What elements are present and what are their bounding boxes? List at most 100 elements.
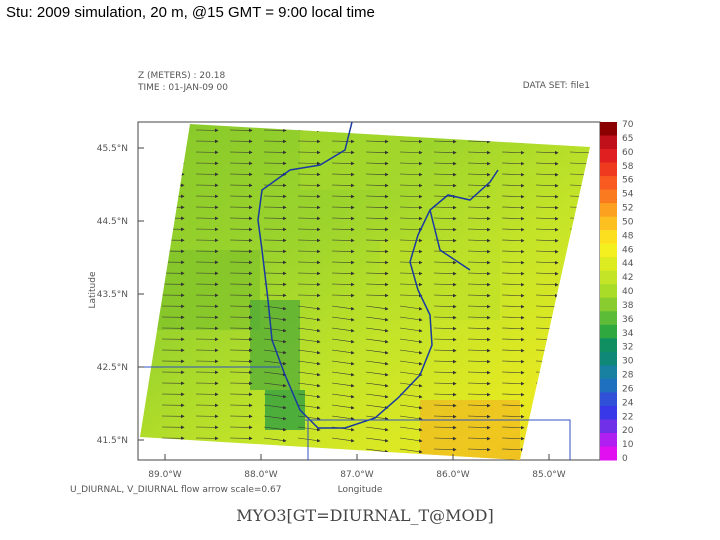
flow-arrow xyxy=(365,128,389,133)
flow-arrow xyxy=(501,205,525,210)
flow-arrow xyxy=(263,426,287,432)
flow-arrow xyxy=(433,271,457,276)
flow-arrow xyxy=(331,161,355,166)
flow-arrow xyxy=(535,425,559,430)
flow-arrow xyxy=(433,348,457,353)
flow-arrow xyxy=(535,128,559,133)
flow-arrow xyxy=(535,293,559,298)
flow-arrow xyxy=(535,161,559,166)
flow-arrow xyxy=(501,139,525,144)
flow-arrow xyxy=(569,304,590,309)
colorbar-label: 36 xyxy=(622,315,634,325)
flow-arrow xyxy=(535,194,559,199)
colorbar-swatch xyxy=(600,419,617,434)
patch xyxy=(300,130,420,190)
flow-arrow xyxy=(535,282,559,287)
flow-arrow xyxy=(399,128,423,133)
flow-arrow xyxy=(569,359,590,364)
flow-arrow xyxy=(365,426,389,432)
flow-arrow xyxy=(263,448,287,454)
flow-arrow xyxy=(399,360,423,366)
flow-arrow xyxy=(365,249,389,254)
flow-arrow xyxy=(569,238,590,243)
colorbar-swatch xyxy=(600,162,617,177)
flow-arrow xyxy=(569,315,590,320)
flow-arrow xyxy=(501,293,525,298)
flow-arrow xyxy=(365,183,389,188)
flow-arrow xyxy=(433,304,457,309)
flow-arrow xyxy=(535,447,559,452)
flow-arrow xyxy=(433,359,457,364)
flow-arrow xyxy=(501,194,525,199)
flow-arrow xyxy=(331,327,355,333)
colorbar-swatch xyxy=(600,446,617,461)
flow-arrow xyxy=(535,238,559,243)
colorbar-label: 46 xyxy=(622,245,634,255)
flow-arrow xyxy=(263,382,287,388)
colorbar-swatch xyxy=(600,405,617,420)
colorbar-label: 48 xyxy=(622,231,634,241)
flow-arrow xyxy=(467,205,491,210)
flow-arrow xyxy=(501,238,525,243)
flow-arrow xyxy=(535,381,559,386)
flow-arrow xyxy=(399,349,423,355)
flow-arrow xyxy=(297,393,321,399)
patch xyxy=(265,390,305,430)
flow-arrow xyxy=(433,315,457,320)
flow-arrow xyxy=(331,282,355,287)
colorbar-label: 24 xyxy=(622,398,634,408)
flow-arrow xyxy=(399,161,423,166)
colorbar-label: 58 xyxy=(622,162,634,172)
flow-arrow xyxy=(433,183,457,188)
flow-arrow xyxy=(433,172,457,177)
patch xyxy=(150,250,260,330)
flow-arrow xyxy=(433,282,457,287)
flow-arrow xyxy=(535,216,559,221)
flow-arrow xyxy=(399,238,423,243)
patch xyxy=(380,240,500,320)
flow-arrow xyxy=(467,436,491,441)
lat-label: 43.5°N xyxy=(97,290,128,300)
flow-arrow xyxy=(467,348,491,353)
flow-arrow xyxy=(501,436,525,441)
flow-arrow xyxy=(501,183,525,188)
flow-arrow xyxy=(501,425,525,430)
flow-arrow xyxy=(331,437,355,443)
flow-arrow xyxy=(399,371,423,377)
lat-label: 44.5°N xyxy=(97,217,128,227)
colorbar-swatch xyxy=(600,378,617,393)
flow-arrow xyxy=(365,316,389,322)
flow-arrow xyxy=(263,360,287,366)
lon-label: 85.0°W xyxy=(532,470,566,480)
flow-arrow xyxy=(467,139,491,144)
coastline xyxy=(257,121,499,429)
flow-arrow xyxy=(399,415,423,421)
flow-arrow xyxy=(467,370,491,375)
flow-arrow xyxy=(331,260,355,265)
flow-arrow xyxy=(399,305,423,311)
flow-arrow xyxy=(365,150,389,155)
flow-arrow xyxy=(467,172,491,177)
flow-arrow xyxy=(399,216,423,221)
flow-arrow xyxy=(433,260,457,265)
colorbar-label: 0 xyxy=(622,454,628,464)
flow-arrow xyxy=(569,139,590,144)
colorbar-swatch xyxy=(600,351,617,366)
flow-arrow xyxy=(569,227,590,232)
flow-arrow xyxy=(569,260,590,265)
flow-arrow xyxy=(433,216,457,221)
flow-arrow xyxy=(569,348,590,353)
flow-arrow xyxy=(535,414,559,419)
flow-arrow xyxy=(399,183,423,188)
flow-arrow xyxy=(263,349,287,355)
colorbar-swatch xyxy=(600,257,617,272)
flow-arrow xyxy=(569,128,590,133)
colorbar-label: 50 xyxy=(622,217,634,227)
colorbar-swatch xyxy=(600,203,617,218)
colorbar-swatch xyxy=(600,243,617,258)
flow-arrow xyxy=(433,128,457,133)
flow-arrow xyxy=(399,139,423,144)
flow-arrow xyxy=(467,271,491,276)
flow-arrow xyxy=(365,194,389,199)
flow-arrow xyxy=(501,337,525,342)
